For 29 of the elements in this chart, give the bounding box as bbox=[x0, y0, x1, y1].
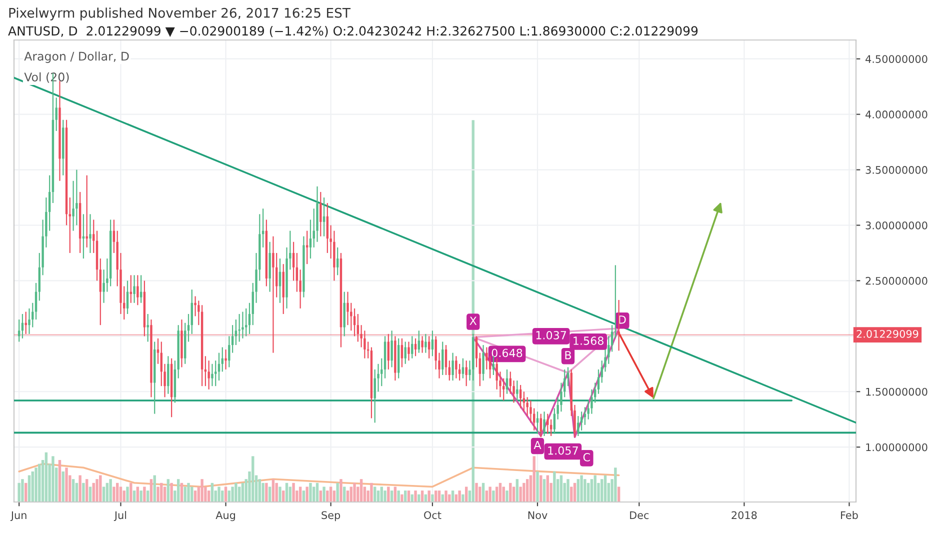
chart-subtitle: ANTUSD, D 2.01229099 ▼ −0.02900189 (−1.42%) O:2.04230242 H:2.32627500 L:1.86930000 C:2.01229099 bbox=[8, 26, 698, 38]
annotation: 1.057 bbox=[548, 446, 578, 455]
ref-line-label: 2.01229099 bbox=[856, 330, 918, 338]
y-tick-label: 3.50000000 bbox=[866, 166, 928, 174]
annotation: 0.648 bbox=[492, 348, 522, 358]
x-tick-label: Jun bbox=[10, 511, 26, 522]
x-tick-label: Dec bbox=[630, 511, 649, 520]
x-tick-label: Jul bbox=[114, 511, 126, 522]
y-tick-label: 4.50000000 bbox=[866, 55, 928, 63]
x-tick-label: Sep bbox=[322, 511, 340, 522]
y-tick-label: 2.50000000 bbox=[866, 276, 928, 285]
annotation: 1.568 bbox=[574, 336, 604, 345]
y-tick-label: 4.00000000 bbox=[866, 110, 928, 118]
x-tick-label: Oct bbox=[424, 511, 442, 520]
y-tick-label: 1.00000000 bbox=[866, 443, 928, 452]
y-tick-label: 3.00000000 bbox=[866, 221, 928, 230]
x-tick-label: Aug bbox=[216, 511, 235, 522]
annotation: D bbox=[619, 316, 626, 324]
x-tick-label: 2018 bbox=[732, 511, 757, 520]
annotation: B bbox=[565, 351, 572, 360]
annotation: A bbox=[534, 440, 542, 450]
annotation: 1.037 bbox=[536, 330, 566, 340]
y-tick-label: 1.50000000 bbox=[866, 388, 928, 396]
annotation: Aragon / Dollar, D bbox=[24, 52, 129, 63]
annotation: C bbox=[583, 453, 590, 462]
x-tick-label: Feb bbox=[841, 511, 858, 520]
x-tick-label: Nov bbox=[528, 511, 548, 520]
chart-title: Pixelwyrm published November 26, 2017 16:25 EST bbox=[9, 8, 351, 20]
annotation: X bbox=[470, 316, 477, 325]
